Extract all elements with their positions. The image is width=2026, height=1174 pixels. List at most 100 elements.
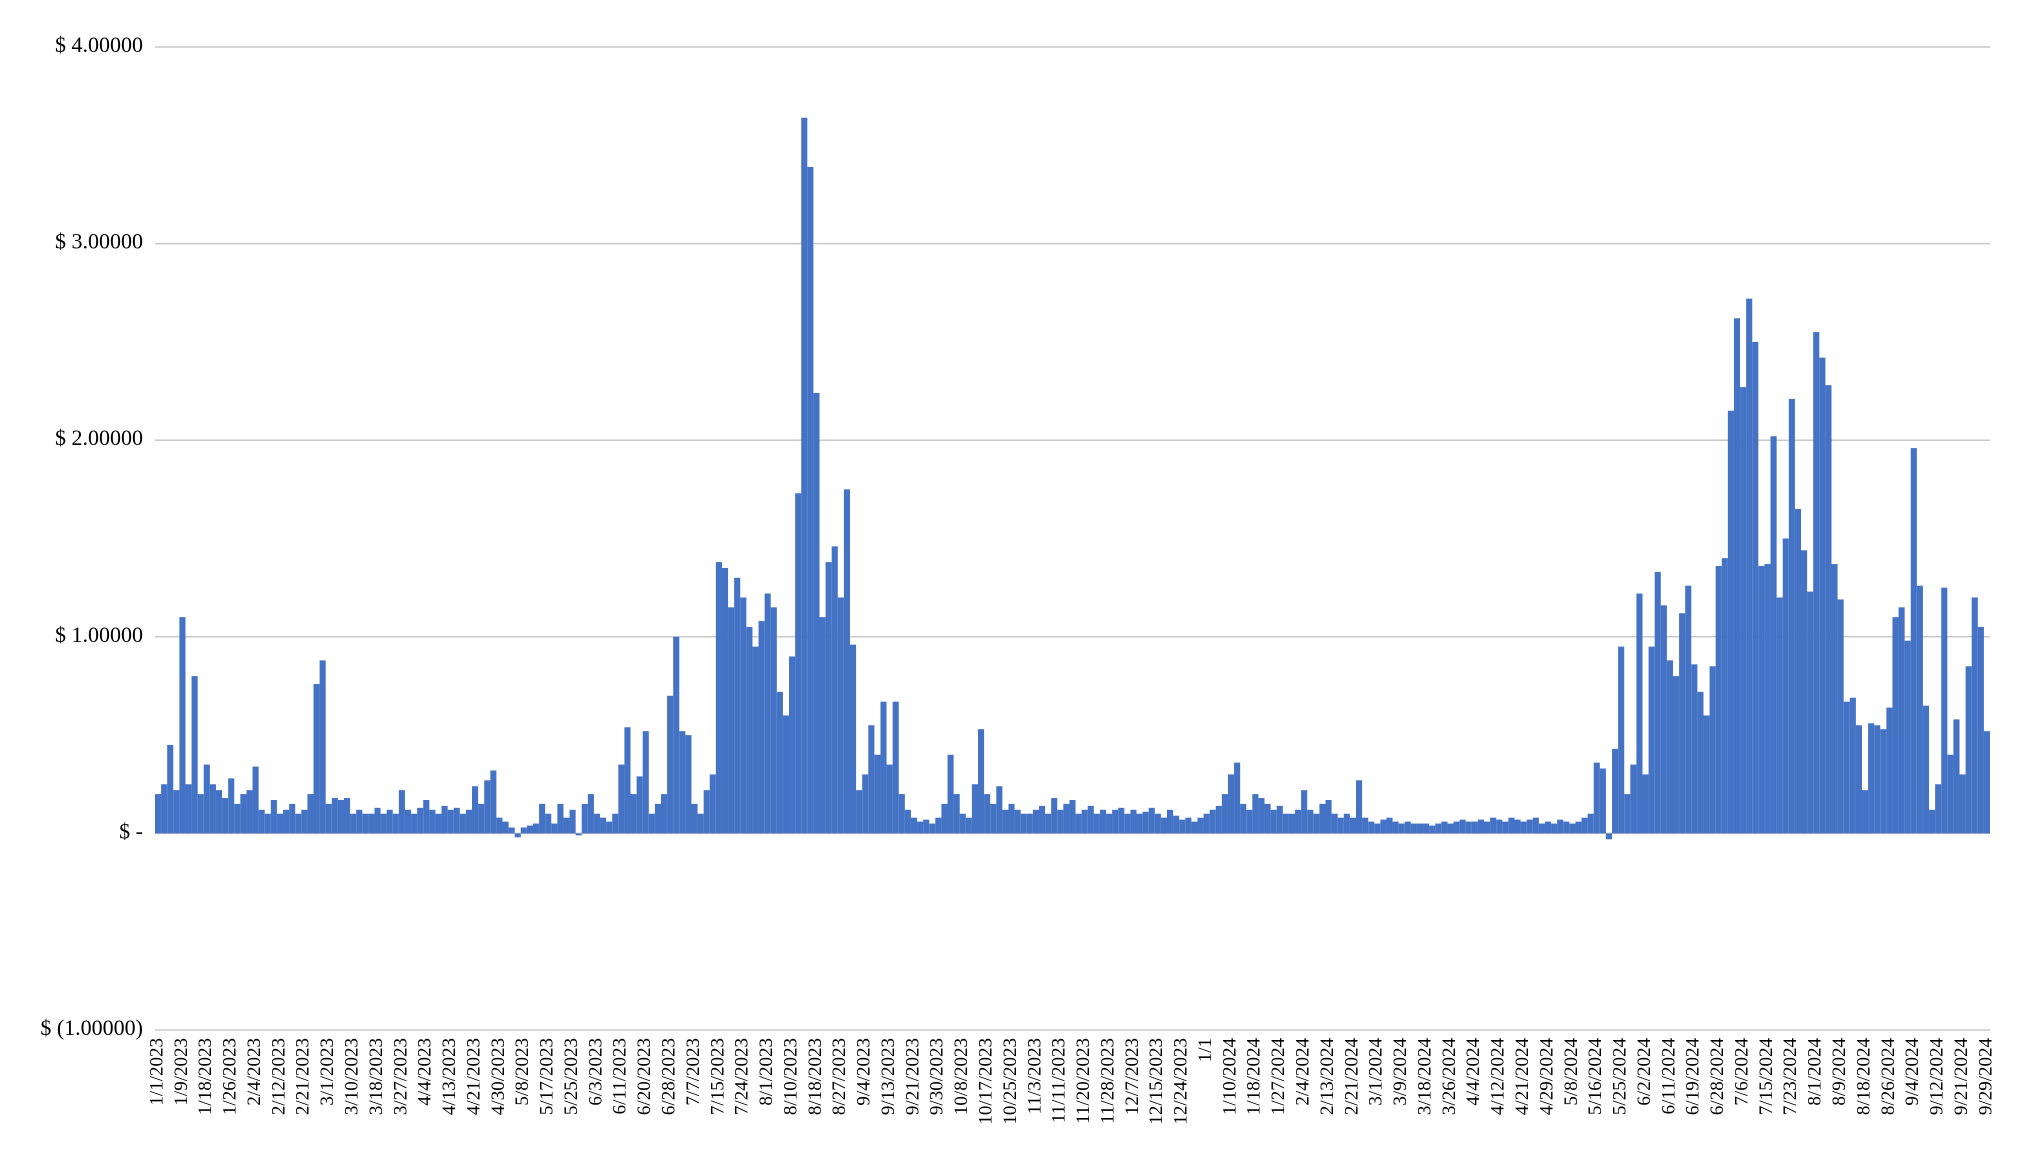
bar xyxy=(1575,821,1582,834)
bar xyxy=(1813,332,1820,834)
bar xyxy=(1441,821,1448,834)
bar xyxy=(1081,809,1088,834)
bar xyxy=(1008,803,1015,834)
bar xyxy=(1130,809,1137,834)
bar xyxy=(978,729,985,834)
bar xyxy=(746,626,753,834)
bar xyxy=(356,809,363,834)
bar xyxy=(1581,817,1588,834)
bar xyxy=(447,809,454,834)
x-tick-label: 5/17/2023 xyxy=(537,1038,558,1115)
bar xyxy=(1898,607,1905,834)
bar xyxy=(1203,813,1210,834)
x-tick-label: 11/28/2023 xyxy=(1097,1038,1118,1124)
x-tick-label: 8/27/2023 xyxy=(829,1038,850,1115)
bar xyxy=(1282,813,1289,834)
bar xyxy=(1587,813,1594,834)
bar xyxy=(1459,819,1466,834)
bar xyxy=(1697,691,1704,834)
bar xyxy=(1014,809,1021,834)
y-tick-label: $ (1.00000) xyxy=(40,1015,143,1040)
bar xyxy=(1215,805,1222,834)
x-tick-label: 3/10/2023 xyxy=(341,1038,362,1115)
bar xyxy=(1490,817,1497,834)
x-tick-label: 3/1/2024 xyxy=(1366,1038,1387,1106)
bar xyxy=(575,833,582,836)
bar xyxy=(1807,591,1814,834)
bar xyxy=(209,784,216,834)
bar xyxy=(1362,817,1369,834)
x-tick-label: 5/8/2023 xyxy=(512,1038,533,1106)
bar xyxy=(770,607,777,834)
bar xyxy=(904,809,911,834)
bar xyxy=(1258,798,1265,834)
bar xyxy=(782,715,790,834)
x-tick-label: 1/26/2023 xyxy=(220,1038,241,1115)
x-tick-label: 4/4/2023 xyxy=(415,1038,436,1106)
bar xyxy=(935,817,942,834)
x-tick-label: 2/21/2023 xyxy=(293,1038,314,1115)
bar xyxy=(606,821,613,834)
x-tick-label: 3/27/2023 xyxy=(390,1038,411,1115)
bar xyxy=(155,794,162,834)
bar xyxy=(1733,318,1741,834)
bar xyxy=(654,803,661,834)
bar xyxy=(1672,676,1680,834)
bar xyxy=(1453,821,1460,834)
bar xyxy=(734,577,741,834)
x-tick-label: 6/2/2024 xyxy=(1634,1038,1655,1106)
x-tick-label: 4/13/2023 xyxy=(439,1038,460,1115)
y-tick-label: $ 1.00000 xyxy=(55,622,143,647)
bar xyxy=(1831,564,1838,834)
x-tick-label: 6/11/2023 xyxy=(610,1038,631,1114)
bar xyxy=(1868,723,1875,834)
bar xyxy=(1343,813,1350,834)
x-tick-label: 4/21/2024 xyxy=(1512,1038,1533,1116)
bar xyxy=(1112,809,1119,834)
bar xyxy=(1173,815,1180,834)
bar xyxy=(1788,398,1795,834)
x-tick-label: 4/12/2024 xyxy=(1488,1038,1509,1116)
x-tick-label: 9/12/2024 xyxy=(1927,1038,1948,1116)
bar xyxy=(1380,819,1387,834)
bar xyxy=(709,774,716,834)
bar xyxy=(1093,813,1100,834)
bar xyxy=(417,807,424,834)
bar xyxy=(197,794,204,834)
bar xyxy=(1532,817,1539,834)
bar xyxy=(465,809,473,834)
bar xyxy=(1782,538,1789,834)
bar xyxy=(234,803,241,834)
bar xyxy=(1416,823,1424,834)
bar xyxy=(715,562,722,834)
bar xyxy=(1179,819,1186,834)
bar xyxy=(959,813,966,834)
bar xyxy=(1721,558,1728,834)
x-tick-label: 11/3/2023 xyxy=(1024,1038,1045,1114)
x-tick-label: 9/29/2024 xyxy=(1975,1038,1996,1116)
bar xyxy=(1337,817,1344,834)
bar xyxy=(1075,813,1082,834)
bar xyxy=(1288,813,1296,834)
x-tick-label: 11/11/2023 xyxy=(1049,1038,1070,1123)
x-tick-label: 9/21/2023 xyxy=(902,1038,923,1115)
bar xyxy=(484,780,491,834)
x-tick-label: 8/9/2024 xyxy=(1829,1038,1850,1106)
bar xyxy=(1953,719,1960,834)
bar xyxy=(1837,599,1844,834)
bar xyxy=(435,813,442,834)
bar xyxy=(1922,705,1930,834)
bar xyxy=(276,813,284,834)
bar xyxy=(1605,833,1613,840)
bar xyxy=(1947,754,1954,834)
bar xyxy=(740,597,747,834)
x-tick-label: 7/7/2023 xyxy=(683,1038,704,1106)
bar xyxy=(1544,821,1552,834)
y-tick-label: $ 4.00000 xyxy=(55,32,143,57)
bar xyxy=(886,764,893,834)
bar xyxy=(1843,701,1850,834)
bar xyxy=(1124,813,1131,834)
bar xyxy=(795,493,802,834)
bar xyxy=(1099,809,1107,834)
